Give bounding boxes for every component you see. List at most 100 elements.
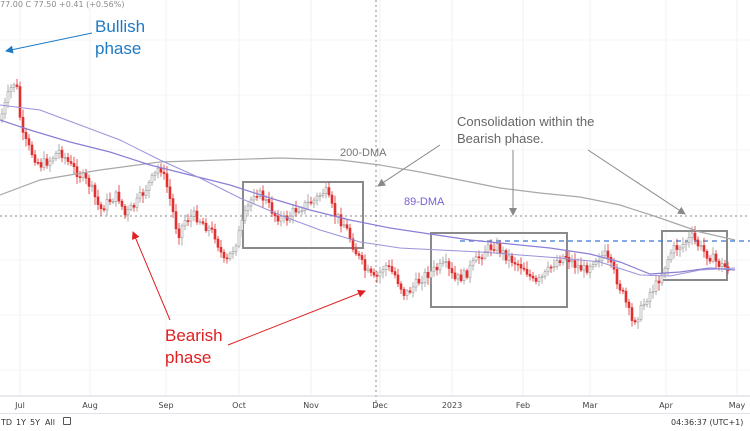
- candle-body: [564, 255, 568, 258]
- candle-body: [498, 243, 502, 254]
- candle-body: [27, 138, 31, 146]
- bullish-phase-label: Bullish phase: [95, 17, 146, 58]
- candle-body: [84, 172, 88, 179]
- candle-body: [606, 250, 610, 258]
- candle-body: [303, 202, 307, 211]
- price-chart: Jul Aug Sep Oct Nov Dec 2023 Feb Mar Apr May: [0, 0, 750, 410]
- candle-body: [642, 303, 646, 306]
- range-button-5y[interactable]: 5Y: [30, 418, 40, 427]
- candle-body: [603, 250, 607, 256]
- candle-body: [390, 266, 394, 272]
- candle-body: [342, 224, 346, 227]
- candle-body: [180, 225, 184, 239]
- candle-body: [627, 301, 631, 308]
- annotation-arrows: [5, 32, 686, 346]
- candle-body: [654, 280, 658, 292]
- candle-body: [558, 260, 562, 263]
- candle-body: [522, 267, 526, 270]
- candle-body: [711, 253, 715, 262]
- candle-body: [99, 204, 103, 209]
- candle-body: [561, 255, 565, 263]
- candle-body: [474, 256, 478, 262]
- candle-body: [552, 266, 556, 269]
- candle-body: [153, 172, 157, 176]
- range-button-1y[interactable]: 1Y: [16, 418, 26, 427]
- candle-body: [273, 213, 277, 217]
- bearish-phase-label: Bearish phase: [165, 326, 223, 367]
- bearish-arrow: [132, 231, 171, 321]
- candle-body: [345, 224, 349, 229]
- candle-body: [36, 162, 40, 164]
- candle-body: [87, 177, 91, 187]
- candle-body: [18, 86, 22, 118]
- candle-body: [225, 257, 229, 260]
- candle-body: [651, 291, 655, 293]
- candle-body: [369, 268, 373, 273]
- candle-body: [156, 168, 160, 174]
- candle-body: [660, 273, 664, 284]
- candle-body: [126, 209, 130, 216]
- bearish-arrow: [227, 289, 366, 346]
- bullish-arrow: [5, 32, 93, 54]
- candle-body: [525, 268, 529, 275]
- x-tick-label: Sep: [158, 401, 173, 410]
- candle-body: [519, 264, 523, 269]
- candle-body: [510, 255, 514, 263]
- candle-body: [582, 265, 586, 271]
- candle-body: [405, 290, 409, 296]
- candle-body: [192, 210, 196, 217]
- range-button-td[interactable]: TD: [1, 418, 13, 427]
- candle-body: [6, 91, 10, 103]
- candle-body: [141, 192, 145, 196]
- candle-body: [678, 247, 682, 250]
- candle-body: [486, 244, 490, 252]
- candle-body: [198, 221, 202, 224]
- candle-body: [690, 232, 694, 238]
- candle-body: [528, 273, 532, 277]
- candle-body: [30, 144, 34, 156]
- candle-body: [348, 227, 352, 240]
- candle-body: [186, 220, 190, 222]
- candle-body: [240, 219, 244, 231]
- candle-body: [330, 194, 334, 204]
- calendar-icon[interactable]: [63, 417, 71, 425]
- candle-body: [234, 245, 238, 252]
- candle-body: [681, 243, 685, 249]
- dma-89-label: 89-DMA: [404, 196, 445, 208]
- candle-body: [543, 271, 547, 277]
- candle-body: [444, 261, 448, 263]
- candle-body: [171, 198, 175, 212]
- candle-body: [15, 84, 19, 87]
- candle-body: [636, 318, 640, 323]
- candle-body: [132, 205, 136, 208]
- candle-body: [78, 176, 82, 178]
- candle-body: [54, 153, 58, 159]
- candle-body: [423, 271, 427, 283]
- candle-body: [645, 301, 649, 305]
- x-tick-label: Feb: [516, 401, 530, 410]
- candle-body: [111, 201, 115, 203]
- candle-body: [684, 242, 688, 245]
- candle-body: [708, 258, 712, 262]
- candle-body: [516, 263, 520, 266]
- candle-body: [279, 216, 283, 222]
- candle-body: [120, 200, 124, 207]
- candle-body: [339, 214, 343, 227]
- moving-average-lines: [0, 104, 736, 277]
- candle-body: [324, 187, 328, 194]
- range-button-all[interactable]: All: [45, 418, 55, 427]
- candle-body: [705, 250, 709, 259]
- candle-body: [270, 202, 274, 214]
- candle-body: [567, 257, 571, 263]
- x-tick-label: May: [729, 401, 746, 410]
- candle-body: [93, 184, 97, 198]
- candle-body: [513, 262, 517, 265]
- candle-body: [60, 149, 64, 158]
- candle-body: [618, 283, 622, 291]
- candle-body: [48, 160, 52, 166]
- candle-body: [471, 260, 475, 267]
- clock-readout: 04:36:37 (UTC+1): [671, 418, 744, 427]
- candle-body: [360, 255, 364, 260]
- consolidation-arrow: [587, 149, 686, 215]
- candle-body: [480, 257, 484, 260]
